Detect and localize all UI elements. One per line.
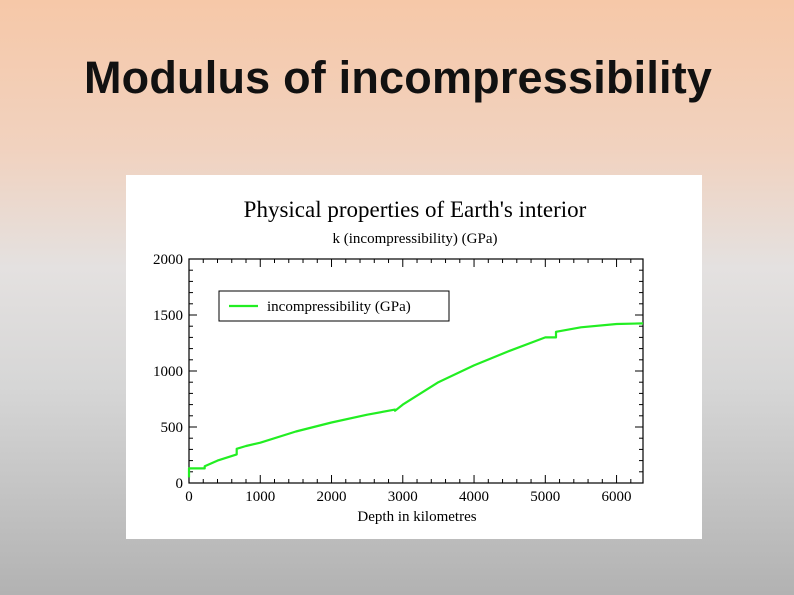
- chart-subtitle: k (incompressibility) (GPa): [333, 231, 498, 247]
- chart-title: Physical properties of Earth's interior: [244, 197, 587, 222]
- x-tick-label: 3000: [388, 489, 418, 505]
- y-tick-label: 2000: [153, 252, 183, 268]
- y-tick-label: 0: [176, 476, 184, 492]
- y-tick-label: 500: [161, 420, 184, 436]
- y-tick-label: 1000: [153, 364, 183, 380]
- legend-label: incompressibility (GPa): [267, 299, 411, 315]
- legend-box: [218, 290, 450, 322]
- slide-title: Modulus of incompressibility: [84, 52, 713, 103]
- y-tick-label: 1500: [153, 308, 183, 324]
- chart-svg: Physical properties of Earth's interior …: [153, 197, 644, 525]
- chart-body: 0 1000 2000 3000 4000 5000 6000 0 500 1000 1500 200…: [153, 252, 644, 505]
- x-tick-label: 0: [185, 489, 193, 505]
- x-tick-label: 1000: [245, 489, 275, 505]
- x-tick-label: 2000: [317, 489, 347, 505]
- x-tick-label: 6000: [602, 489, 632, 505]
- chart-figure: Physical properties of Earth's interior …: [126, 175, 702, 539]
- x-tick-label: 5000: [530, 489, 560, 505]
- legend: incompressibility (GPa): [218, 290, 450, 322]
- x-tick-label: 4000: [459, 489, 489, 505]
- series-line: [187, 322, 644, 478]
- x-axis-label: Depth in kilometres: [357, 509, 476, 525]
